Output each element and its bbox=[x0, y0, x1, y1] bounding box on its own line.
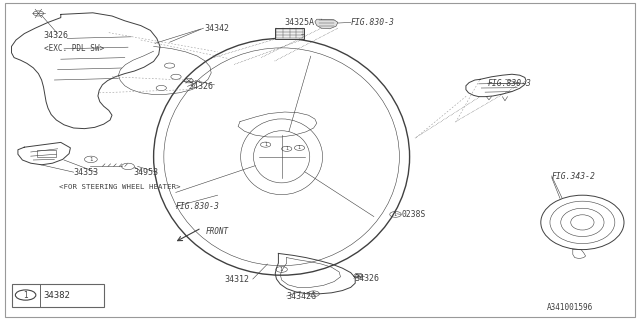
Text: 1: 1 bbox=[394, 212, 397, 217]
Bar bbox=[37, 150, 56, 157]
Text: 34353: 34353 bbox=[74, 168, 99, 177]
Text: 1: 1 bbox=[23, 291, 28, 300]
Text: 1: 1 bbox=[285, 146, 288, 151]
Text: 1: 1 bbox=[264, 142, 267, 147]
Text: 34326: 34326 bbox=[354, 274, 379, 283]
Text: 1: 1 bbox=[312, 291, 316, 296]
Text: 0238S: 0238S bbox=[402, 210, 426, 219]
Text: 1: 1 bbox=[89, 157, 93, 162]
Text: 34312: 34312 bbox=[224, 275, 249, 284]
Text: FIG.830-3: FIG.830-3 bbox=[488, 79, 532, 88]
Text: 34326: 34326 bbox=[44, 31, 68, 40]
Text: 1: 1 bbox=[280, 267, 284, 272]
Text: 34342: 34342 bbox=[205, 24, 230, 33]
Bar bbox=[275, 28, 304, 39]
Text: FRONT: FRONT bbox=[206, 227, 229, 236]
Text: FIG.343-2: FIG.343-2 bbox=[552, 172, 596, 180]
Text: <FOR STEERING WHEEL HEATER>: <FOR STEERING WHEEL HEATER> bbox=[59, 184, 180, 190]
Text: 34342G: 34342G bbox=[287, 292, 317, 301]
Text: FIG.830-3: FIG.830-3 bbox=[351, 18, 395, 27]
Text: A341001596: A341001596 bbox=[547, 303, 593, 312]
Text: 34953: 34953 bbox=[133, 168, 158, 177]
Text: <EXC. PDL SW>: <EXC. PDL SW> bbox=[44, 44, 104, 53]
Text: 34382: 34382 bbox=[44, 291, 70, 300]
Text: 34326: 34326 bbox=[189, 82, 214, 91]
Bar bbox=[12, 284, 104, 307]
Text: 34325A: 34325A bbox=[285, 18, 315, 27]
Text: 1: 1 bbox=[298, 145, 301, 150]
Polygon shape bbox=[315, 19, 338, 29]
Text: FIG.830-3: FIG.830-3 bbox=[176, 202, 220, 211]
